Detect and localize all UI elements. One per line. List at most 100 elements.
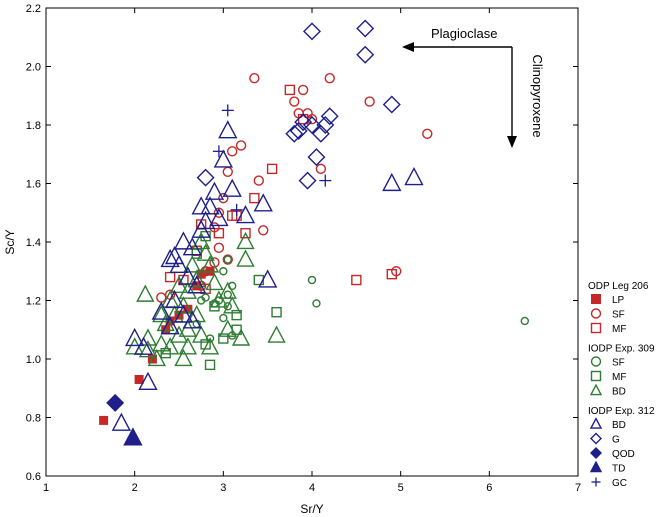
legend-marker	[591, 294, 601, 304]
data-point	[223, 290, 232, 299]
legend-label: TD	[612, 464, 625, 475]
data-point	[178, 281, 198, 299]
legend-marker	[589, 417, 603, 429]
plot-border	[45, 7, 579, 477]
data-point	[249, 72, 260, 84]
data-point	[187, 275, 207, 294]
legend-label: BD	[612, 387, 626, 398]
axis-ticks: 1 2 3 4 5 6 7 0.6 0.8 1.0 1.2 1.4 1.6 1.8 2.0 2.2	[26, 3, 581, 494]
data-point	[266, 163, 278, 175]
data-point	[520, 316, 529, 326]
data-point	[192, 231, 211, 250]
data-point	[160, 248, 180, 268]
series-odp-leg-206-mf	[164, 84, 397, 294]
x-tick-label: 1	[43, 482, 49, 494]
data-point	[138, 340, 158, 358]
data-point	[200, 339, 211, 350]
data-point	[196, 243, 215, 261]
legend-group-title: IODP Exp. 312	[588, 406, 655, 417]
data-point	[226, 146, 238, 157]
data-point	[200, 255, 220, 273]
data-point	[364, 96, 375, 107]
data-point	[231, 309, 242, 321]
data-point	[205, 272, 224, 291]
data-point	[253, 274, 265, 286]
data-point	[183, 255, 202, 273]
data-point	[160, 316, 180, 335]
legend-label: G	[612, 435, 620, 446]
series-iodp-exp-312-qod	[106, 393, 125, 412]
legend-label: GC	[612, 478, 627, 489]
clinopyroxene-label: Clinopyroxene	[530, 54, 545, 137]
series-iodp-exp-309-bd	[125, 231, 286, 367]
data-point	[191, 196, 211, 215]
data-point	[307, 275, 317, 285]
series-iodp-exp-312-g	[196, 19, 401, 190]
series-iodp-exp-312-bd	[111, 120, 424, 431]
legend-group-title: ODP Leg 206	[588, 281, 649, 292]
data-point	[164, 245, 185, 265]
data-point	[213, 242, 225, 254]
data-point	[285, 124, 304, 143]
data-point	[320, 107, 339, 126]
data-point	[218, 120, 238, 139]
data-point	[221, 104, 234, 117]
legend-label: BD	[612, 420, 626, 431]
plagioclase-arrow	[402, 42, 512, 52]
legend-marker	[590, 447, 602, 459]
data-point	[315, 163, 327, 175]
data-point	[125, 327, 145, 347]
data-point	[422, 128, 433, 139]
legend-label: SF	[612, 310, 625, 321]
data-point	[196, 168, 215, 187]
data-point	[164, 289, 185, 309]
data-point	[294, 113, 313, 132]
y-tick-label: 0.6	[26, 471, 41, 483]
data-point	[223, 255, 232, 264]
legend-label: SF	[612, 358, 625, 369]
data-point	[222, 166, 233, 178]
data-point	[152, 304, 171, 323]
data-point	[138, 371, 158, 390]
y-tick-label: 2.2	[26, 3, 41, 15]
data-point	[213, 149, 233, 168]
y-tick-label: 1.0	[26, 354, 41, 366]
legend-marker	[590, 308, 602, 319]
data-point	[134, 374, 144, 384]
data-point	[99, 415, 109, 425]
data-point	[324, 72, 335, 84]
legend-label: MF	[612, 372, 626, 383]
data-point	[316, 116, 335, 134]
data-point	[136, 284, 155, 302]
legend: ODP Leg 206 LP SF MF IODP Exp. 309 SF MF BD IODP…	[588, 281, 655, 489]
data-point	[258, 225, 269, 236]
data-point	[258, 269, 278, 288]
series-iodp-exp-312-gc	[212, 104, 332, 216]
y-tick-label: 1.8	[26, 120, 41, 132]
data-point	[209, 257, 220, 268]
data-point	[311, 124, 330, 143]
clinopyroxene-arrow	[507, 47, 517, 148]
data-point	[191, 219, 211, 238]
data-point	[218, 319, 237, 337]
data-point	[201, 293, 210, 302]
data-point	[164, 271, 176, 283]
data-point	[174, 348, 193, 367]
data-point	[173, 304, 194, 323]
data-point	[312, 299, 321, 308]
data-point	[298, 171, 317, 190]
y-tick-label: 2.0	[26, 62, 41, 74]
plot-frame	[45, 7, 579, 477]
data-point	[319, 174, 332, 187]
data-point	[222, 254, 233, 265]
data-point	[235, 140, 247, 151]
data-point	[182, 237, 202, 256]
data-point	[173, 231, 194, 250]
data-point	[200, 337, 220, 355]
series-odp-leg-206-sf	[156, 72, 433, 303]
data-point	[289, 96, 300, 107]
data-point	[219, 267, 228, 276]
data-point	[192, 325, 211, 343]
data-point	[106, 393, 125, 412]
